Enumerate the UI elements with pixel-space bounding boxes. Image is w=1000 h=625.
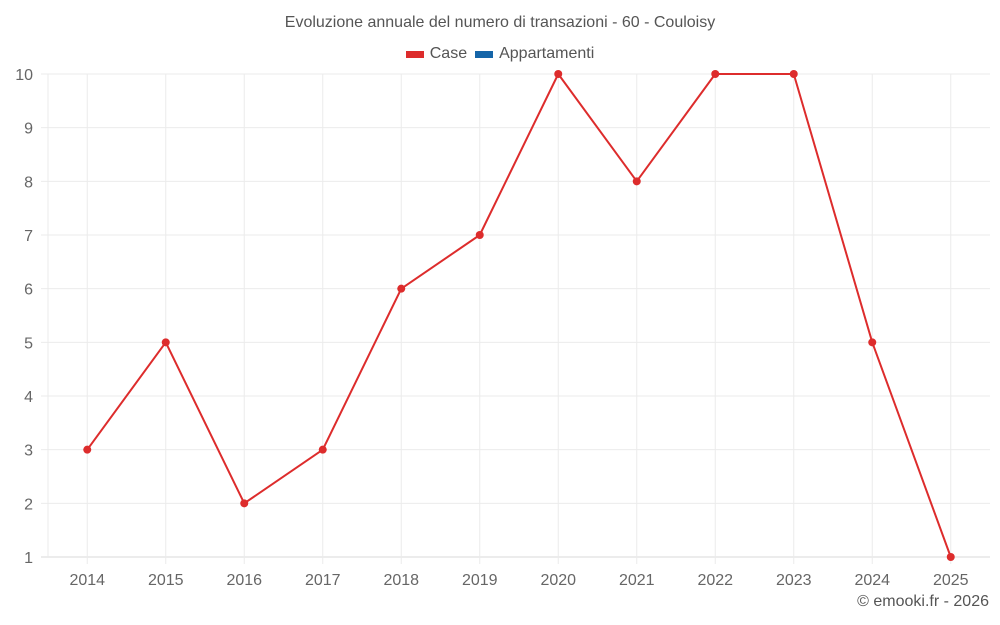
data-point-2022[interactable] (711, 70, 720, 78)
y-tick-label: 6 (24, 282, 33, 299)
data-point-2016[interactable] (240, 499, 249, 508)
x-tick-label: 2020 (540, 572, 576, 589)
legend-label-appartamenti: Appartamenti (499, 45, 595, 62)
y-tick-label: 3 (24, 443, 33, 460)
x-tick-label: 2024 (854, 572, 890, 589)
data-point-2019[interactable] (475, 231, 484, 239)
data-point-2018[interactable] (397, 284, 406, 293)
data-point-2017[interactable] (318, 445, 327, 454)
y-tick-label: 9 (24, 121, 33, 138)
y-tick-label: 2 (24, 496, 33, 513)
y-tick-label: 4 (24, 389, 33, 406)
legend-swatch-case-icon (405, 50, 424, 58)
y-tick-label: 5 (24, 335, 33, 352)
data-point-2023[interactable] (789, 70, 798, 78)
data-point-2015[interactable] (161, 338, 170, 347)
chart-title: Evoluzione annuale del numero di transaz… (284, 14, 716, 31)
data-point-2014[interactable] (83, 445, 92, 454)
y-tick-label: 8 (24, 174, 33, 191)
x-tick-label: 2014 (69, 572, 105, 589)
y-tick-label: 10 (15, 67, 33, 84)
x-axis: 2014 2015 2016 2017 2018 2019 2020 2021 2022 2023… (69, 572, 968, 589)
x-tick-label: 2019 (462, 572, 498, 589)
data-point-2025[interactable] (946, 553, 955, 561)
y-axis: 1 2 3 4 5 6 7 8 9 10 (15, 67, 33, 567)
x-tick-label: 2021 (619, 572, 655, 589)
data-point-2021[interactable] (632, 177, 641, 186)
x-tick-label: 2025 (933, 572, 969, 589)
y-tick-label: 7 (24, 228, 33, 245)
x-tick-label: 2018 (383, 572, 419, 589)
legend-label-case: Case (429, 45, 468, 62)
data-point-2020[interactable] (554, 70, 563, 78)
x-tick-label: 2017 (305, 572, 341, 589)
legend-item-appartamenti[interactable]: Appartamenti (475, 45, 594, 63)
x-tick-label: 2015 (148, 572, 184, 589)
series-line (86, 73, 952, 558)
gridlines (41, 73, 990, 564)
x-tick-label: 2023 (776, 572, 812, 589)
y-tick-label: 1 (24, 550, 33, 567)
data-point-2024[interactable] (868, 338, 877, 347)
legend-item-case[interactable]: Case (405, 45, 468, 63)
series-case (83, 70, 955, 561)
x-tick-label: 2022 (697, 572, 733, 589)
legend: Case Appartamenti (0, 45, 1000, 63)
x-tick-label: 2016 (226, 572, 262, 589)
credit-text: © emooki.fr - 2026 (857, 593, 989, 610)
legend-swatch-appartamenti-icon (475, 50, 494, 58)
